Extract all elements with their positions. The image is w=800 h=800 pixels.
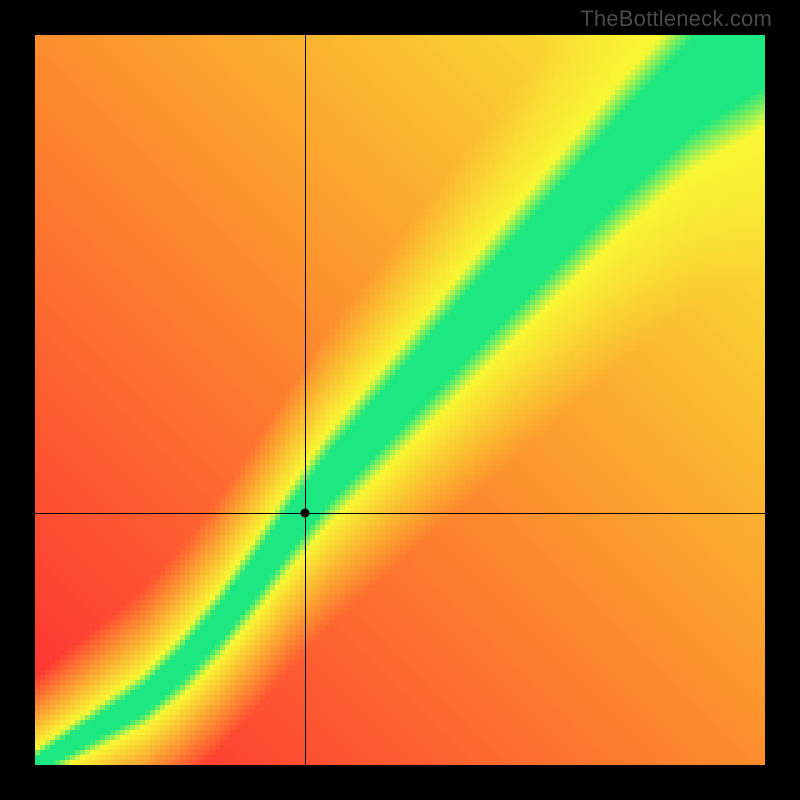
heatmap-plot [35, 35, 765, 765]
heatmap-canvas [35, 35, 765, 765]
watermark-text: TheBottleneck.com [580, 6, 772, 32]
chart-container: TheBottleneck.com [0, 0, 800, 800]
